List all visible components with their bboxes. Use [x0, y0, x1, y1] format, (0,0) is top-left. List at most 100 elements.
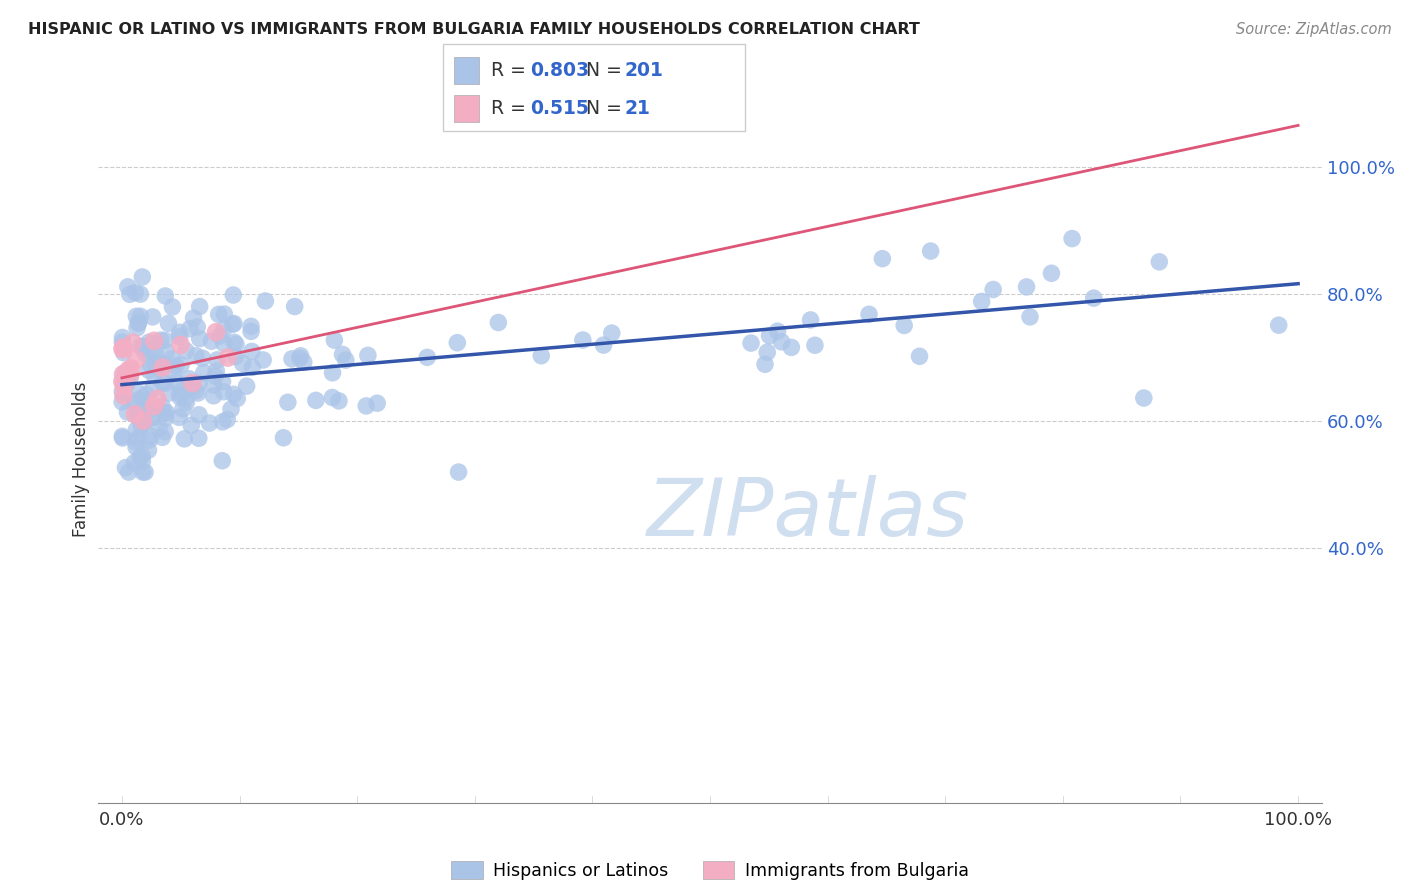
Point: [1040, 266, 1063, 280]
Point: [134, 346, 156, 360]
Point: [235, 379, 257, 393]
Text: 0.515: 0.515: [530, 99, 589, 118]
Point: [129, 418, 152, 433]
Point: [125, 352, 148, 367]
Point: [150, 400, 173, 414]
Point: [124, 456, 146, 470]
Point: [212, 336, 235, 351]
Point: [872, 252, 894, 266]
Point: [572, 333, 595, 347]
Point: [357, 348, 380, 362]
Point: [205, 364, 228, 378]
Point: [170, 358, 193, 372]
Point: [277, 395, 299, 409]
Point: [217, 351, 239, 365]
Point: [217, 412, 239, 426]
Point: [200, 334, 222, 349]
Point: [163, 367, 186, 381]
Point: [132, 465, 155, 479]
Point: [143, 357, 166, 371]
Point: [232, 356, 254, 370]
Point: [173, 432, 195, 446]
Text: N =: N =: [586, 61, 628, 79]
Point: [187, 431, 209, 445]
Point: [112, 379, 135, 393]
Point: [148, 362, 170, 376]
Point: [111, 374, 134, 388]
Point: [129, 339, 152, 353]
Y-axis label: Family Households: Family Households: [72, 382, 90, 537]
Point: [124, 396, 146, 410]
Point: [141, 410, 163, 425]
Point: [153, 406, 176, 420]
Point: [366, 396, 388, 410]
Point: [172, 402, 194, 417]
Point: [214, 307, 236, 321]
Point: [128, 411, 150, 425]
Point: [138, 443, 160, 458]
Point: [120, 361, 142, 376]
Point: [240, 325, 263, 339]
Point: [184, 349, 207, 363]
Point: [153, 334, 176, 348]
Point: [117, 280, 139, 294]
Point: [208, 329, 231, 343]
Point: [120, 367, 142, 381]
Point: [160, 351, 183, 366]
Point: [111, 341, 134, 355]
Point: [292, 355, 315, 369]
Point: [142, 399, 165, 413]
Point: [131, 269, 153, 284]
Point: [180, 383, 202, 397]
Point: [167, 410, 190, 425]
Point: [208, 307, 231, 321]
Point: [198, 416, 221, 430]
Point: [112, 366, 135, 380]
Point: [174, 343, 197, 358]
Point: [155, 411, 177, 425]
Point: [125, 440, 148, 454]
Point: [138, 343, 160, 358]
Point: [143, 400, 166, 414]
Point: [486, 316, 509, 330]
Point: [273, 431, 295, 445]
Point: [800, 313, 823, 327]
Point: [416, 351, 439, 365]
Point: [446, 335, 468, 350]
Point: [592, 338, 614, 352]
Point: [530, 349, 553, 363]
Point: [1083, 291, 1105, 305]
Point: [188, 376, 211, 390]
Text: R =: R =: [491, 61, 531, 79]
Point: [766, 324, 789, 338]
Point: [1019, 310, 1042, 324]
Point: [211, 454, 233, 468]
Point: [111, 342, 134, 356]
Point: [142, 310, 165, 324]
Point: [187, 386, 209, 401]
Point: [908, 349, 931, 363]
Point: [1062, 231, 1084, 245]
Point: [136, 403, 159, 417]
Point: [165, 375, 187, 389]
Point: [169, 390, 191, 404]
Point: [139, 358, 162, 372]
Point: [155, 289, 177, 303]
Point: [124, 407, 146, 421]
Point: [170, 384, 193, 398]
Point: [1149, 255, 1171, 269]
Point: [169, 326, 191, 340]
Point: [205, 352, 228, 367]
Point: [226, 392, 249, 406]
Point: [157, 317, 180, 331]
Point: [169, 387, 191, 401]
Point: [254, 293, 277, 308]
Point: [188, 408, 211, 422]
Point: [858, 307, 880, 321]
Point: [281, 351, 304, 366]
Point: [165, 359, 187, 373]
Point: [222, 288, 245, 302]
Point: [127, 316, 149, 330]
Point: [804, 338, 827, 352]
Point: [145, 355, 167, 369]
